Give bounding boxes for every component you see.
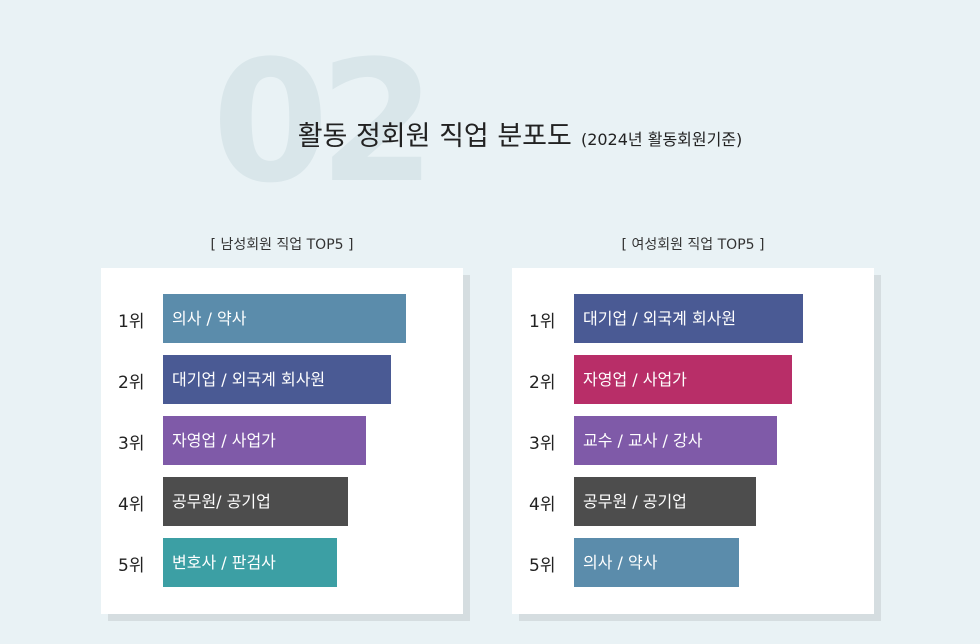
female-chart-title: [ 여성회원 직업 TOP5 ] xyxy=(621,237,765,253)
bar: 공무원 / 공기업 xyxy=(574,477,756,526)
rank-label: 2위 xyxy=(118,373,145,393)
male-top5-panel: 1위 의사 / 약사 2위 대기업 / 외국계 회사원 3위 자영업 / 사업가 4위 공무원… xyxy=(101,268,463,614)
bar: 대기업 / 외국계 회사원 xyxy=(574,294,803,343)
bar: 의사 / 약사 xyxy=(574,538,739,587)
title-main: 활동 정회원 직업 분포도 xyxy=(297,121,572,152)
rank-label: 4위 xyxy=(529,495,556,515)
rank-label: 3위 xyxy=(118,434,145,454)
bar: 교수 / 교사 / 강사 xyxy=(574,416,777,465)
bar-row: 5위 변호사 / 판검사 xyxy=(101,538,463,587)
rank-label: 5위 xyxy=(529,556,556,576)
section-number: 02 xyxy=(212,24,436,220)
rank-label: 5위 xyxy=(118,556,145,576)
rank-label: 4위 xyxy=(118,495,145,515)
rank-label: 3위 xyxy=(529,434,556,454)
rank-label: 2위 xyxy=(529,373,556,393)
bar-row: 4위 공무원/ 공기업 xyxy=(101,477,463,526)
bar-row: 1위 의사 / 약사 xyxy=(101,294,463,343)
page-title: 활동 정회원 직업 분포도 (2024년 활동회원기준) xyxy=(0,114,980,153)
bar: 의사 / 약사 xyxy=(163,294,406,343)
bar-row: 1위 대기업 / 외국계 회사원 xyxy=(512,294,874,343)
bar-row: 2위 자영업 / 사업가 xyxy=(512,355,874,404)
rank-label: 1위 xyxy=(529,312,556,332)
male-chart-title: [ 남성회원 직업 TOP5 ] xyxy=(210,237,354,253)
bar-row: 5위 의사 / 약사 xyxy=(512,538,874,587)
bar-row: 3위 교수 / 교사 / 강사 xyxy=(512,416,874,465)
title-sub: (2024년 활동회원기준) xyxy=(580,130,743,149)
bar: 대기업 / 외국계 회사원 xyxy=(163,355,391,404)
bar-row: 3위 자영업 / 사업가 xyxy=(101,416,463,465)
female-top5-panel: 1위 대기업 / 외국계 회사원 2위 자영업 / 사업가 3위 교수 / 교사 / 강사… xyxy=(512,268,874,614)
bar: 자영업 / 사업가 xyxy=(163,416,366,465)
rank-label: 1위 xyxy=(118,312,145,332)
bar: 변호사 / 판검사 xyxy=(163,538,337,587)
bar: 공무원/ 공기업 xyxy=(163,477,348,526)
bar-row: 4위 공무원 / 공기업 xyxy=(512,477,874,526)
bar: 자영업 / 사업가 xyxy=(574,355,792,404)
bar-row: 2위 대기업 / 외국계 회사원 xyxy=(101,355,463,404)
